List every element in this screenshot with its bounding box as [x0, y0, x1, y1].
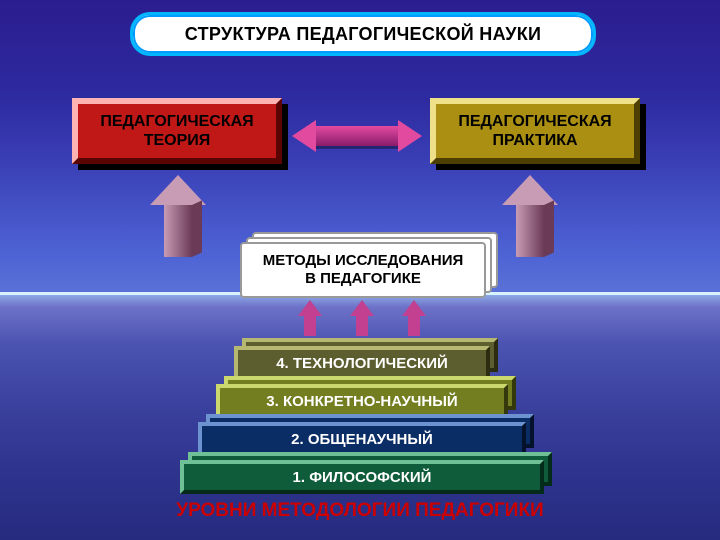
arrow-up-left-shaft [164, 205, 192, 257]
level-1-front: 1. ФИЛОСОФСКИЙ [180, 460, 544, 494]
box-theory-face: ПЕДАГОГИЧЕСКАЯ ТЕОРИЯ [72, 98, 282, 164]
box-practice-text: ПЕДАГОГИЧЕСКАЯ ПРАКТИКА [458, 112, 611, 150]
arrow-up-right-shaft [516, 205, 544, 257]
box-methods-text: МЕТОДЫ ИССЛЕДОВАНИЯ В ПЕДАГОГИКЕ [263, 252, 464, 288]
box-theory: ПЕДАГОГИЧЕСКАЯ ТЕОРИЯ [72, 98, 282, 164]
caption: УРОВНИ МЕТОДОЛОГИИ ПЕДАГОГИКИ [0, 500, 720, 522]
box-theory-line2: ТЕОРИЯ [100, 131, 253, 150]
box-methods-line2: В ПЕДАГОГИКЕ [263, 270, 464, 288]
arrow-up-right-head [502, 175, 558, 205]
arrow-horizontal-head-left [292, 120, 316, 152]
arrow-up-left-side [192, 200, 202, 257]
arrow-up-right-side [544, 200, 554, 257]
box-practice: ПЕДАГОГИЧЕСКАЯ ПРАКТИКА [430, 98, 640, 164]
level-3: 3. КОНКРЕТНО-НАУЧНЫЙ [216, 384, 508, 418]
box-practice-line1: ПЕДАГОГИЧЕСКАЯ [458, 112, 611, 131]
level-4-label: 4. ТЕХНОЛОГИЧЕСКИЙ [276, 355, 448, 372]
level-2: 2. ОБЩЕНАУЧНЫЙ [198, 422, 526, 456]
arrow-horizontal [292, 120, 422, 160]
level-2-front: 2. ОБЩЕНАУЧНЫЙ [198, 422, 526, 456]
arrow-up-left-head [150, 175, 206, 205]
stage: СТРУКТУРА ПЕДАГОГИЧЕСКОЙ НАУКИ ПЕДАГОГИЧ… [0, 0, 720, 540]
level-1-label: 1. ФИЛОСОФСКИЙ [293, 469, 432, 486]
arrow-up-right [502, 175, 566, 261]
level-3-front: 3. КОНКРЕТНО-НАУЧНЫЙ [216, 384, 508, 418]
box-theory-text: ПЕДАГОГИЧЕСКАЯ ТЕОРИЯ [100, 112, 253, 150]
level-4-front: 4. ТЕХНОЛОГИЧЕСКИЙ [234, 346, 490, 380]
level-1: 1. ФИЛОСОФСКИЙ [180, 460, 544, 494]
box-practice-line2: ПРАКТИКА [458, 131, 611, 150]
arrow-horizontal-shaft [314, 126, 400, 146]
box-practice-face: ПЕДАГОГИЧЕСКАЯ ПРАКТИКА [430, 98, 640, 164]
title-pill: СТРУКТУРА ПЕДАГОГИЧЕСКОЙ НАУКИ [130, 12, 596, 56]
arrow-small-up-3 [402, 300, 426, 336]
box-methods: МЕТОДЫ ИССЛЕДОВАНИЯ В ПЕДАГОГИКЕ [240, 242, 482, 294]
arrow-small-up-1 [298, 300, 322, 336]
level-3-label: 3. КОНКРЕТНО-НАУЧНЫЙ [266, 393, 457, 410]
title-text: СТРУКТУРА ПЕДАГОГИЧЕСКОЙ НАУКИ [185, 24, 541, 45]
level-4: 4. ТЕХНОЛОГИЧЕСКИЙ [234, 346, 490, 380]
caption-text: УРОВНИ МЕТОДОЛОГИИ ПЕДАГОГИКИ [176, 500, 543, 521]
arrow-small-up-2 [350, 300, 374, 336]
arrow-up-left [150, 175, 214, 261]
arrow-horizontal-head-right [398, 120, 422, 152]
level-2-label: 2. ОБЩЕНАУЧНЫЙ [291, 431, 433, 448]
box-methods-line1: МЕТОДЫ ИССЛЕДОВАНИЯ [263, 252, 464, 270]
box-methods-front: МЕТОДЫ ИССЛЕДОВАНИЯ В ПЕДАГОГИКЕ [240, 242, 486, 298]
box-theory-line1: ПЕДАГОГИЧЕСКАЯ [100, 112, 253, 131]
